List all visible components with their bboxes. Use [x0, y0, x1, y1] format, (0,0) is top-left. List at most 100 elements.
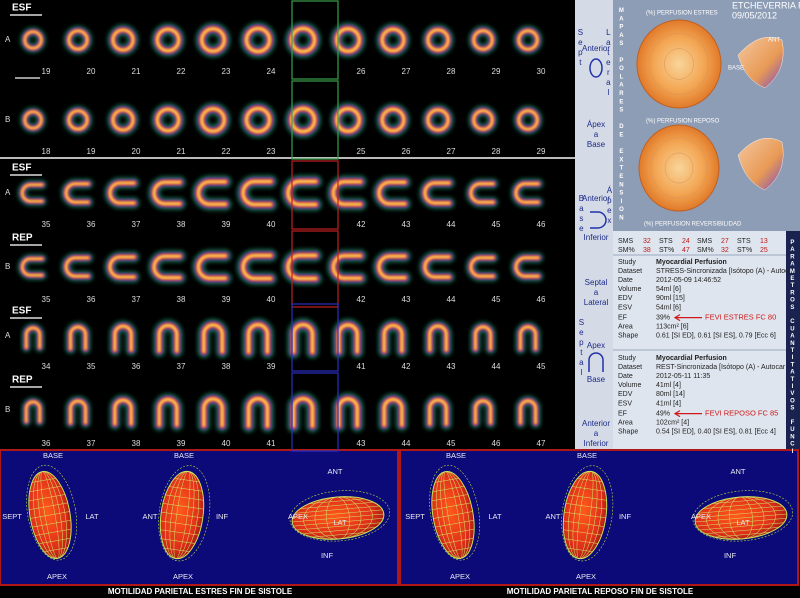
slice-glow: [470, 182, 495, 204]
slice-image: [153, 393, 183, 431]
slice-glow: [25, 401, 41, 423]
slice-number: 37: [132, 295, 141, 304]
slice-number: 29: [537, 147, 546, 156]
orientation-label: Inferior: [584, 439, 609, 448]
mesh-line: [174, 478, 200, 483]
orientation-label: Ápex: [605, 186, 614, 226]
slice-number: 45: [537, 362, 546, 371]
slice-glow: [202, 323, 224, 353]
slice-number: 46: [537, 295, 546, 304]
slice-image: [513, 105, 543, 135]
slice-number: 40: [222, 439, 231, 448]
param-label: Volume: [618, 286, 641, 293]
mesh-line: [695, 513, 787, 523]
mini-heart: [737, 138, 784, 191]
slice-image: [285, 102, 321, 138]
slice-number: 38: [222, 362, 231, 371]
slice-glow: [474, 400, 492, 424]
orientation-icon: [588, 352, 604, 372]
polar-ring: [650, 137, 708, 199]
param-value: 90ml [15]: [656, 295, 685, 302]
slice-image: [195, 102, 231, 138]
score-value: 24: [682, 238, 690, 245]
slice-image: [195, 22, 231, 58]
slice-image: [470, 395, 496, 428]
slice-glow: [428, 399, 448, 425]
slice-glow: [197, 180, 227, 206]
slice-image: [465, 252, 499, 282]
slice-number: 39: [177, 439, 186, 448]
slice-number: 18: [42, 147, 51, 156]
param-label: Study: [618, 355, 636, 362]
motility-label: LAT: [488, 512, 502, 521]
orientation-label: Septal: [585, 278, 608, 287]
mesh-line: [160, 529, 199, 536]
mesh-line: [565, 503, 607, 510]
mini-heart: [737, 36, 784, 89]
slice-glow: [335, 27, 361, 53]
orientation-label: Base: [577, 194, 586, 234]
slice-number: 45: [492, 295, 501, 304]
slice-image: [236, 175, 277, 211]
slice-image: [515, 395, 541, 428]
mesh-shell: [158, 465, 211, 562]
slice-glow: [112, 109, 134, 131]
slice-glow: [332, 180, 362, 206]
score-label: SMS: [618, 238, 634, 245]
motility-label: LAT: [736, 518, 750, 527]
param-value: 102cm² [4]: [656, 420, 689, 427]
motility-label: INF: [216, 512, 229, 521]
slice-image: [376, 23, 410, 57]
slice-number: 21: [177, 147, 186, 156]
slice-number: 22: [177, 67, 186, 76]
slice-image: [61, 178, 94, 208]
slice-number: 36: [87, 220, 96, 229]
slice-image: [151, 23, 185, 57]
section-tag: ESF: [12, 3, 31, 14]
slice-glow: [158, 398, 178, 426]
slice-number: 37: [177, 362, 186, 371]
slice-number: 44: [492, 362, 501, 371]
slice-glow: [109, 182, 135, 204]
slice-glow: [337, 397, 359, 427]
mesh-line: [309, 498, 365, 504]
slice-image: [332, 318, 364, 358]
slice-image: [468, 105, 498, 135]
slice-number: 44: [447, 220, 456, 229]
mesh-line: [29, 502, 68, 510]
slice-glow: [383, 398, 403, 426]
slice-number: 38: [177, 295, 186, 304]
slice-number: 44: [447, 295, 456, 304]
slice-glow: [197, 254, 227, 280]
motility-label: ANT: [143, 512, 158, 521]
slice-number: 44: [402, 439, 411, 448]
side-title: PARAMETROS CUANTITATIVOS FUNCI: [789, 240, 795, 456]
param-value: Myocardial Perfusion: [656, 355, 727, 362]
slice-glow: [337, 323, 359, 353]
param-label: ESV: [618, 400, 632, 407]
polar-ring: [664, 48, 694, 80]
mesh-line: [696, 518, 787, 527]
param-label: EDV: [618, 391, 633, 398]
orientation-label: Lateral: [604, 28, 613, 98]
slice-glow: [156, 108, 180, 132]
slice-image: [327, 249, 367, 285]
slice-number: 36: [42, 439, 51, 448]
score-label: SM%: [697, 247, 714, 254]
mesh-shell: [26, 464, 77, 561]
slice-image: [107, 104, 139, 136]
slice-glow: [21, 258, 43, 276]
mesh-line: [162, 503, 204, 510]
mesh-line: [699, 522, 784, 531]
score-value: 38: [643, 247, 651, 254]
slice-number: 41: [357, 362, 366, 371]
slice-image: [148, 176, 186, 210]
mesh-line: [712, 498, 768, 504]
slice-number: 47: [537, 439, 546, 448]
mesh-line: [435, 520, 474, 528]
slice-glow: [378, 255, 406, 279]
param-value: 54ml [6]: [656, 304, 681, 311]
slice-image: [422, 104, 454, 136]
orientation-label: Apex: [587, 341, 605, 350]
slice-glow: [24, 31, 43, 49]
